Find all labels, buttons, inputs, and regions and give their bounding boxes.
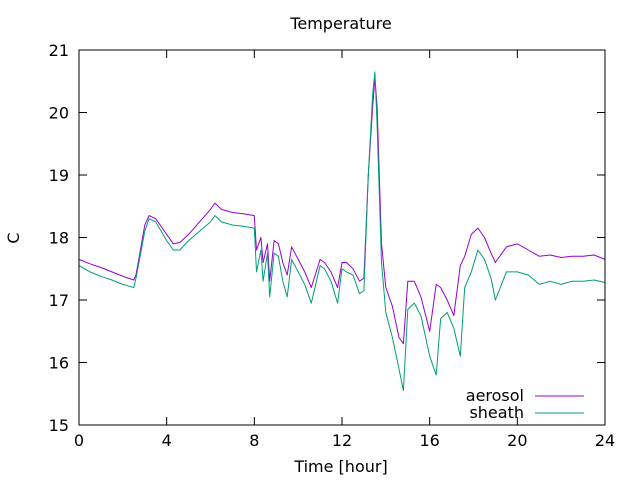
x-tick-label: 4 (162, 431, 172, 450)
x-tick-label: 24 (595, 431, 615, 450)
y-tick-label: 19 (49, 166, 69, 185)
x-tick-label: 12 (332, 431, 352, 450)
x-tick-label: 0 (74, 431, 84, 450)
x-tick-label: 8 (249, 431, 259, 450)
x-axis-label: Time [hour] (293, 457, 387, 476)
y-tick-label: 20 (49, 104, 69, 123)
y-tick-label: 17 (49, 291, 69, 310)
y-tick-label: 15 (49, 416, 69, 435)
legend-label-aerosol: aerosol (466, 386, 524, 405)
x-tick-label: 20 (507, 431, 527, 450)
x-tick-label: 16 (419, 431, 439, 450)
y-tick-label: 16 (49, 354, 69, 373)
chart-title: Temperature (289, 14, 391, 33)
y-tick-label: 21 (49, 41, 69, 60)
series-lines (78, 71, 606, 392)
y-tick-label: 18 (49, 229, 69, 248)
series-line-sheath (78, 71, 606, 392)
axis-ticks: 0 4 8 12 16 20 24 15 16 17 18 19 20 21 (49, 41, 616, 450)
y-axis-label: C (4, 232, 23, 243)
plot-frame (78, 49, 606, 426)
legend-label-sheath: sheath (469, 403, 524, 422)
series-line-aerosol (78, 77, 606, 345)
